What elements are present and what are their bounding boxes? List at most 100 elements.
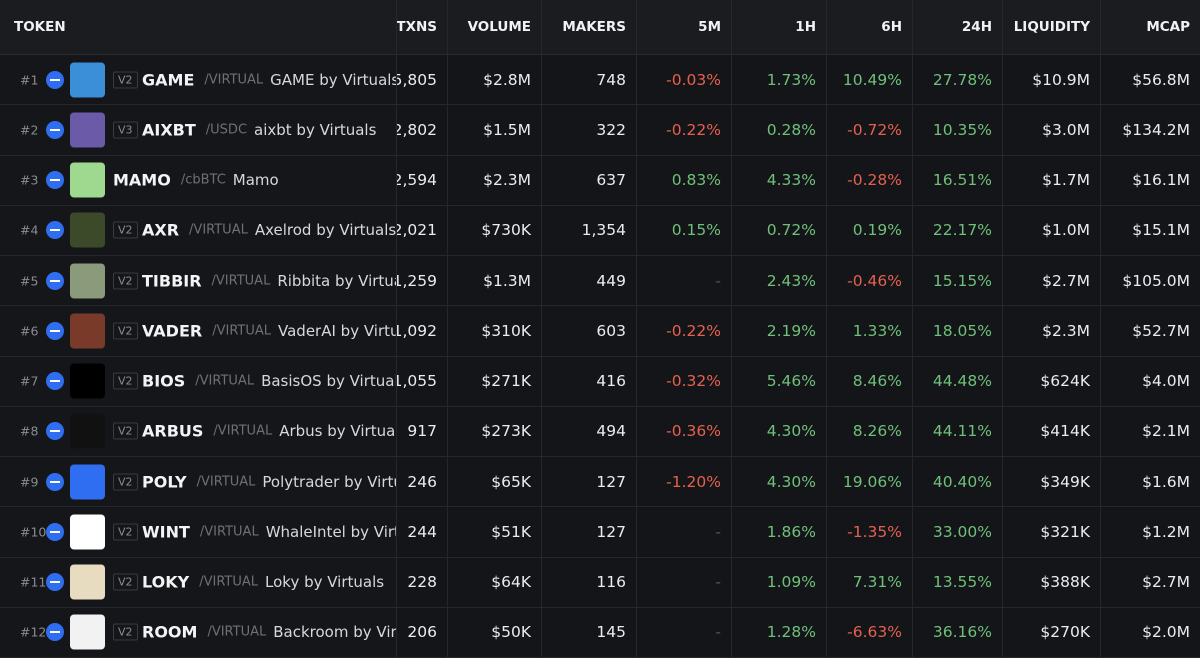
volume-cell: $310K xyxy=(447,306,541,356)
header-label[interactable]: 1H xyxy=(795,19,816,35)
chain-icon xyxy=(46,120,64,139)
makers-cell: 494 xyxy=(541,406,636,456)
txns-cell: 1,092 xyxy=(396,306,447,356)
h1-value: 0.28% xyxy=(766,120,816,139)
token-row[interactable]: 206 $50K 145 - 1.28% -6.63% 36.16% $270K $2.0M #1… xyxy=(0,607,1200,658)
volume-cell: $64K xyxy=(447,557,541,607)
h24-value: 44.11% xyxy=(932,422,992,441)
liquidity-cell: $388K xyxy=(1002,557,1100,607)
header-label[interactable]: MCAP xyxy=(1146,19,1190,35)
token-row[interactable]: 228 $64K 116 - 1.09% 7.31% 13.55% $388K $2.7M #11… xyxy=(0,557,1200,608)
txns-value: 246 xyxy=(407,472,437,491)
h1-cell: 5.46% xyxy=(731,356,826,406)
chain-icon xyxy=(46,70,64,89)
token-row[interactable]: 2,802 $1.5M 322 -0.22% 0.28% -0.72% 10.35% $3.0… xyxy=(0,105,1200,156)
m5-value: - xyxy=(715,623,721,642)
h24-value: 15.15% xyxy=(932,271,992,290)
header-label[interactable]: 24H xyxy=(961,19,992,35)
h1-value: 1.28% xyxy=(766,623,816,642)
txns-value: 2,802 xyxy=(396,120,437,139)
h6-cell: 1.33% xyxy=(826,306,912,356)
m5-cell: -0.22% xyxy=(636,306,731,356)
h6-cell: -0.46% xyxy=(826,256,912,306)
quote-symbol: /VIRTUAL xyxy=(195,373,255,389)
txns-cell: 2,802 xyxy=(396,105,447,155)
h6-value: 8.46% xyxy=(852,372,902,391)
h6-cell: -0.72% xyxy=(826,105,912,155)
liquidity-value: $1.7M xyxy=(1042,171,1090,190)
h6-cell: -0.28% xyxy=(826,155,912,205)
h6-cell: 7.31% xyxy=(826,557,912,607)
h6-value: -1.35% xyxy=(847,522,902,541)
token-name: Axelrod by Virtuals xyxy=(254,221,396,240)
liquidity-cell: $1.7M xyxy=(1002,155,1100,205)
header-label[interactable]: MAKERS xyxy=(562,19,626,35)
header-label[interactable]: 6H xyxy=(881,19,902,35)
token-row[interactable]: 5,805 $2.8M 748 -0.03% 1.73% 10.49% 27.78% $10.… xyxy=(0,55,1200,106)
m5-cell: 0.83% xyxy=(636,155,731,205)
h24-cell: 44.48% xyxy=(912,356,1002,406)
token-avatar xyxy=(70,514,105,550)
liquidity-cell: $3.0M xyxy=(1002,105,1100,155)
volume-value: $2.3M xyxy=(483,171,531,190)
quote-symbol: /VIRTUAL xyxy=(199,574,259,590)
makers-value: 322 xyxy=(596,120,626,139)
token-symbol: GAME xyxy=(142,70,195,90)
volume-cell: $2.8M xyxy=(447,55,541,105)
chain-icon xyxy=(46,171,64,190)
liquidity-cell: $270K xyxy=(1002,607,1100,657)
mcap-value: $52.7M xyxy=(1132,321,1190,340)
h6-value: 8.26% xyxy=(852,422,902,441)
token-row[interactable]: 1,055 $271K 416 -0.32% 5.46% 8.46% 44.48% $624K… xyxy=(0,356,1200,407)
m5-value: -0.22% xyxy=(666,120,721,139)
token-row[interactable]: 2,021 $730K 1,354 0.15% 0.72% 0.19% 22.17% $1.0… xyxy=(0,205,1200,256)
token-symbol: MAMO xyxy=(113,170,171,190)
version-badge: V2 xyxy=(113,473,138,491)
makers-value: 127 xyxy=(596,522,626,541)
token-row[interactable]: 244 $51K 127 - 1.86% -1.35% 33.00% $321K $1.2M #1… xyxy=(0,507,1200,558)
header-label[interactable]: LIQUIDITY xyxy=(1013,19,1090,35)
liquidity-cell: $2.3M xyxy=(1002,306,1100,356)
liquidity-value: $349K xyxy=(1040,472,1090,491)
makers-cell: 145 xyxy=(541,607,636,657)
quote-symbol: /VIRTUAL xyxy=(199,524,259,540)
h1-value: 4.33% xyxy=(766,171,816,190)
header-label[interactable]: TXNS xyxy=(396,19,437,35)
token-symbol: BIOS xyxy=(142,371,186,391)
mcap-value: $1.6M xyxy=(1142,472,1190,491)
token-cell: #3 MAMO/cbBTC Mamo xyxy=(0,155,396,205)
liquidity-value: $3.0M xyxy=(1042,120,1090,139)
h24-value: 13.55% xyxy=(932,573,992,592)
h24-cell: 22.17% xyxy=(912,205,1002,255)
txns-cell: 1,055 xyxy=(396,356,447,406)
token-row[interactable]: 917 $273K 494 -0.36% 4.30% 8.26% 44.11% $414K $2… xyxy=(0,406,1200,457)
token-row[interactable]: 1,259 $1.3M 449 - 2.43% -0.46% 15.15% $2.7M $105… xyxy=(0,256,1200,307)
h24-cell: 18.05% xyxy=(912,306,1002,356)
chain-icon xyxy=(46,623,64,642)
txns-value: 228 xyxy=(407,573,437,592)
header-label[interactable]: VOLUME xyxy=(467,19,531,35)
rank: #3 xyxy=(20,172,39,188)
token-avatar xyxy=(70,212,105,248)
h6-cell: -6.63% xyxy=(826,607,912,657)
makers-cell: 127 xyxy=(541,457,636,507)
token-row[interactable]: 1,092 $310K 603 -0.22% 2.19% 1.33% 18.05% $2.3M… xyxy=(0,306,1200,357)
token-row[interactable]: 246 $65K 127 -1.20% 4.30% 19.06% 40.40% $349K $1… xyxy=(0,457,1200,508)
liquidity-value: $624K xyxy=(1040,372,1090,391)
makers-cell: 322 xyxy=(541,105,636,155)
token-symbol: VADER xyxy=(142,321,203,341)
header-token[interactable]: TOKEN xyxy=(14,19,66,35)
volume-cell: $2.3M xyxy=(447,155,541,205)
makers-cell: 1,354 xyxy=(541,205,636,255)
token-row[interactable]: 2,594 $2.3M 637 0.83% 4.33% -0.28% 16.51% $1.7M… xyxy=(0,155,1200,206)
token-avatar xyxy=(70,464,105,500)
version-badge: V3 xyxy=(113,121,138,139)
liquidity-cell: $414K xyxy=(1002,406,1100,456)
h1-value: 1.09% xyxy=(766,573,816,592)
volume-value: $273K xyxy=(481,422,531,441)
m5-value: -0.03% xyxy=(666,70,721,89)
m5-cell: - xyxy=(636,507,731,557)
version-badge: V2 xyxy=(113,573,138,591)
header-label[interactable]: 5M xyxy=(698,19,721,35)
